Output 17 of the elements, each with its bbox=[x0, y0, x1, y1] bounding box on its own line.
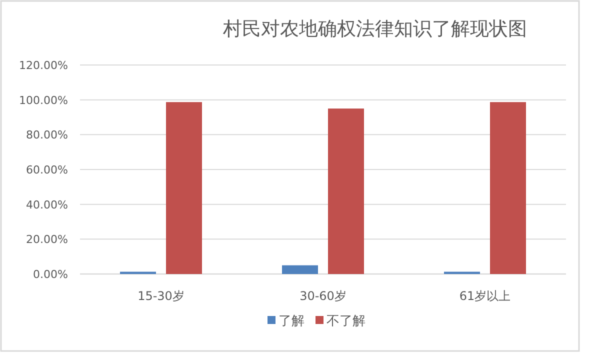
chart-title: 村民对农地确权法律知识了解现状图 bbox=[222, 18, 527, 40]
y-tick-label: 40.00% bbox=[26, 198, 68, 212]
bar bbox=[328, 108, 364, 274]
y-tick-label: 0.00% bbox=[33, 268, 68, 281]
bar bbox=[166, 102, 202, 274]
x-tick-label: 61岁以上 bbox=[459, 289, 511, 303]
bar bbox=[282, 265, 318, 274]
y-tick-label: 100.00% bbox=[19, 94, 68, 107]
legend-label: 了解 bbox=[278, 314, 304, 329]
y-tick-label: 120.00% bbox=[19, 59, 68, 72]
x-tick-label: 30-60岁 bbox=[300, 289, 346, 303]
x-tick-label: 15-30岁 bbox=[138, 289, 184, 303]
legend-label: 不了解 bbox=[326, 314, 366, 329]
y-tick-label: 80.00% bbox=[26, 128, 68, 142]
y-tick-label: 60.00% bbox=[26, 164, 68, 176]
y-tick-label: 20.00% bbox=[26, 233, 68, 246]
bar bbox=[490, 102, 526, 274]
